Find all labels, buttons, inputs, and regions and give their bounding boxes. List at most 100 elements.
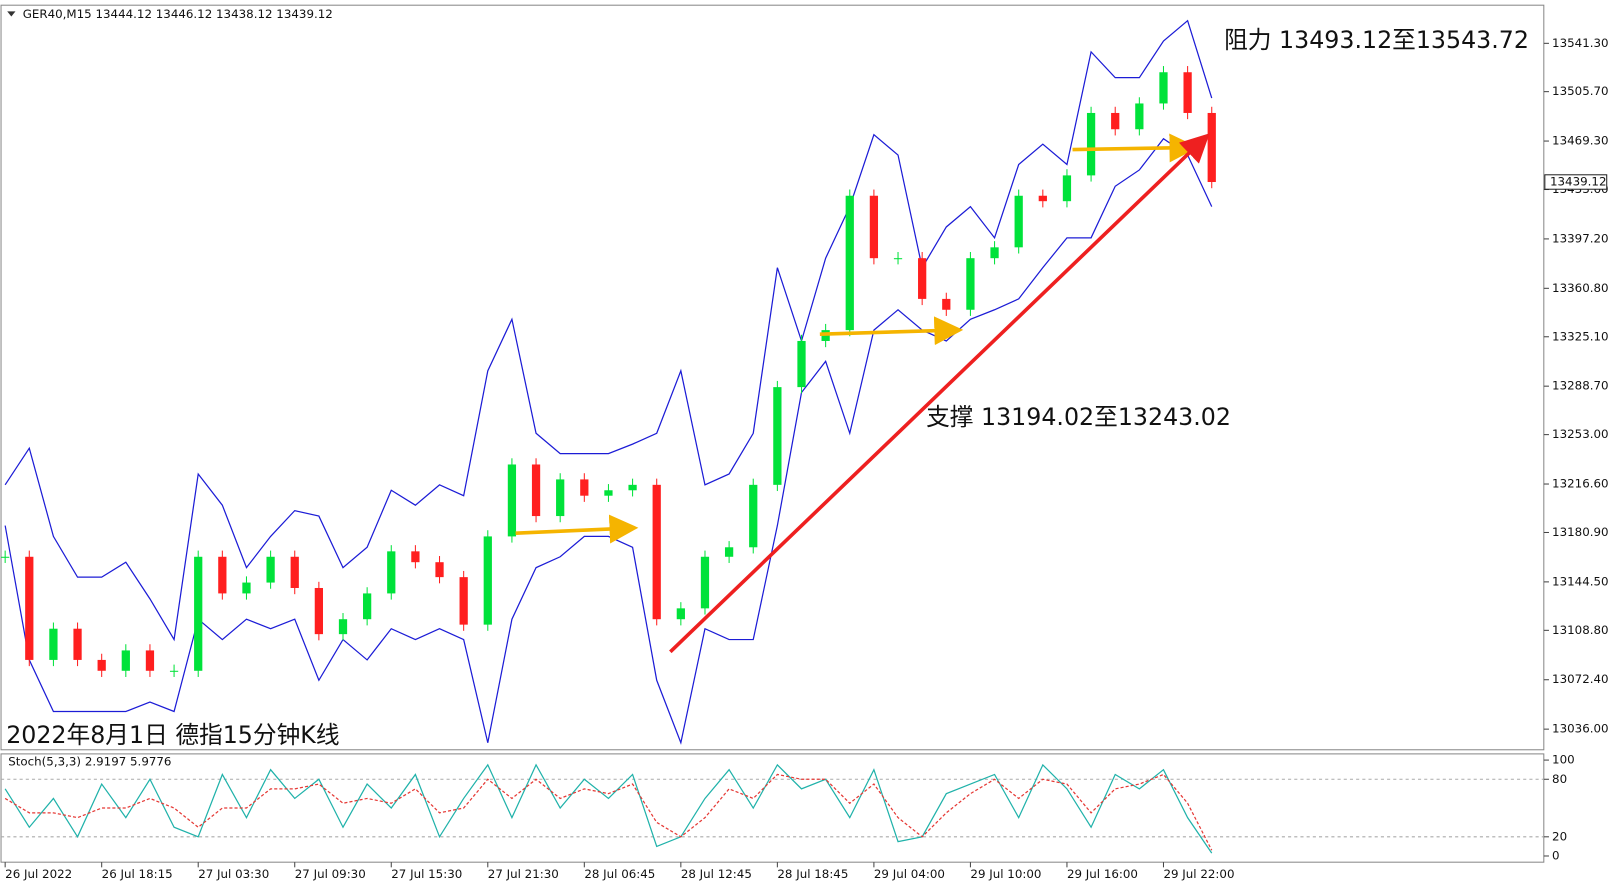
x-tick-label: 27 Jul 15:30 xyxy=(391,867,462,881)
candle xyxy=(483,536,492,625)
y-tick-label: 13469.30 xyxy=(1552,134,1609,148)
y-tick-label: 13036.00 xyxy=(1552,722,1609,736)
y-tick-label: 13397.20 xyxy=(1552,231,1609,245)
x-tick-label: 27 Jul 03:30 xyxy=(198,867,269,881)
x-tick-label: 28 Jul 12:45 xyxy=(681,867,752,881)
candle xyxy=(1111,112,1120,130)
candle xyxy=(700,556,710,609)
stoch-line xyxy=(4,773,1213,851)
x-tick-label: 29 Jul 16:00 xyxy=(1067,867,1138,881)
x-tick-label: 29 Jul 10:00 xyxy=(970,867,1041,881)
bollinger-band xyxy=(4,137,1213,745)
main-panel xyxy=(0,4,1545,751)
candle xyxy=(1183,72,1192,113)
collapse-icon xyxy=(7,11,16,17)
candle xyxy=(169,670,179,672)
candle xyxy=(942,298,951,310)
candle xyxy=(314,587,323,635)
candle xyxy=(97,659,106,671)
y-tick-label: 80 xyxy=(1552,772,1567,786)
candle xyxy=(1159,72,1168,104)
candle xyxy=(218,556,227,594)
candle xyxy=(387,551,396,594)
candle xyxy=(290,556,299,588)
y-tick-label: 13108.80 xyxy=(1552,623,1609,637)
y-tick-label: 13325.10 xyxy=(1552,329,1609,343)
arrow xyxy=(1072,133,1199,163)
marks: 13036.00 13072.40 13108.80 13144.50 13180.90… xyxy=(1,19,1609,881)
candle xyxy=(73,628,82,660)
candle xyxy=(1,556,10,558)
candle xyxy=(1086,112,1096,176)
candle xyxy=(1014,195,1023,248)
y-tick-label: 13505.70 xyxy=(1552,84,1609,98)
current-price: 13439.12 xyxy=(1550,175,1607,189)
x-tick-label: 28 Jul 18:45 xyxy=(777,867,848,881)
candle xyxy=(1135,103,1144,130)
x-tick-label: 29 Jul 04:00 xyxy=(874,867,945,881)
candle xyxy=(266,556,275,583)
bollinger-band xyxy=(4,19,1213,642)
candle xyxy=(773,387,782,485)
candle xyxy=(869,195,879,259)
candle xyxy=(628,484,637,491)
candle xyxy=(580,479,589,496)
y-tick-label: 13253.00 xyxy=(1552,427,1609,441)
candle xyxy=(1207,112,1216,183)
candle xyxy=(1038,195,1047,202)
y-tick-label: 13144.50 xyxy=(1552,574,1609,588)
price-label-box xyxy=(1544,174,1608,190)
annotation: 阻力 13493.12至13543.72 xyxy=(1224,26,1529,54)
candle xyxy=(893,258,903,260)
candle xyxy=(845,195,854,331)
candle xyxy=(749,484,758,548)
candle xyxy=(363,593,372,620)
header: GER40,M15 13444.12 13446.12 13438.12 134… xyxy=(23,7,333,21)
candle xyxy=(604,490,613,496)
annotation: 支撑 13194.02至13243.02 xyxy=(926,403,1231,431)
y-tick-label: 100 xyxy=(1552,753,1575,767)
candle xyxy=(338,619,348,635)
arrow xyxy=(819,316,964,346)
arrow xyxy=(669,133,1210,654)
x-tick-label: 27 Jul 21:30 xyxy=(488,867,559,881)
annotation: 2022年8月1日 德指15分钟K线 xyxy=(6,721,339,749)
y-tick-label: 13288.70 xyxy=(1552,379,1609,393)
stoch-line xyxy=(4,763,1213,854)
candle xyxy=(966,258,975,310)
x-tick-label: 29 Jul 22:00 xyxy=(1163,867,1234,881)
x-tick-label: 26 Jul 2022 xyxy=(5,867,72,881)
stoch-title: Stoch(5,3,3) 2.9197 5.9776 xyxy=(8,755,171,769)
y-tick-label: 13360.80 xyxy=(1552,281,1609,295)
candle xyxy=(918,258,927,299)
candle xyxy=(435,562,444,578)
candle xyxy=(242,582,251,594)
candle xyxy=(25,556,34,660)
candle xyxy=(507,464,517,537)
candle xyxy=(145,650,155,671)
candle xyxy=(411,551,420,563)
x-tick-label: 28 Jul 06:45 xyxy=(584,867,655,881)
y-tick-label: 13216.60 xyxy=(1552,477,1609,491)
candle xyxy=(652,484,661,620)
stoch-panel xyxy=(0,753,1545,863)
y-tick-label: 13072.40 xyxy=(1552,672,1609,686)
y-tick-label: 20 xyxy=(1552,829,1567,843)
candle xyxy=(990,247,999,259)
candle xyxy=(121,650,130,671)
candle xyxy=(676,608,685,620)
y-tick-label: 0 xyxy=(1552,848,1560,862)
candle xyxy=(1062,175,1072,202)
arrow xyxy=(515,514,639,544)
candle xyxy=(459,577,468,625)
candle xyxy=(531,464,541,517)
candle xyxy=(724,547,734,557)
candle xyxy=(194,556,203,671)
x-tick-label: 27 Jul 09:30 xyxy=(295,867,366,881)
candle xyxy=(797,340,806,388)
y-tick-label: 13541.30 xyxy=(1552,36,1609,50)
candle xyxy=(49,628,58,660)
